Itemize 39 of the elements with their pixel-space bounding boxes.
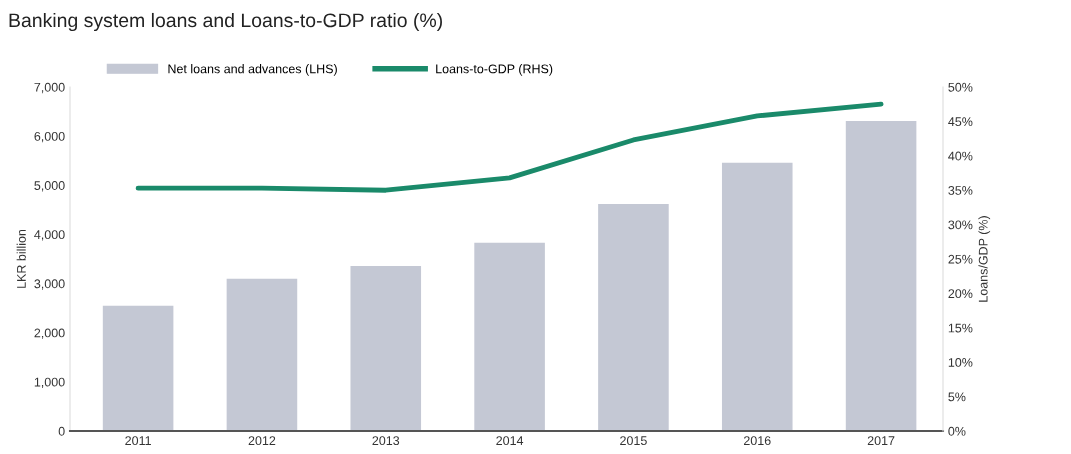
y-tick-label: 2,000 [34,328,65,339]
legend-label: Net loans and advances (LHS) [168,64,337,76]
bar [598,203,669,431]
y2-tick-label: 50% [948,82,973,92]
y2-axis-title: Loans/GDP (%) [978,216,991,302]
x-tick-label: 2016 [743,436,771,446]
bar [226,278,298,431]
line-series [135,101,884,193]
y2-tick-label: 35% [948,186,973,195]
y2-tick-label: 10% [948,358,973,367]
x-tick-label: 2015 [620,436,647,446]
y2-tick-label: 45% [948,117,973,127]
y-axis-title: LKR billion [16,229,26,288]
x-tick-label: 2013 [372,436,400,446]
x-tick-label: 2012 [248,436,276,446]
bar [102,305,174,431]
y-tick-label: 0 [58,426,65,436]
y-tick-label: 3,000 [34,279,65,290]
chart-title: Banking system loans and Loans-to-GDP ratio (%) [9,12,442,32]
y2-tick-label: 40% [948,151,973,161]
y-tick-label: 6,000 [34,131,65,143]
legend-label: Loans-to-GDP (RHS) [436,64,553,76]
x-tick-label: 2014 [496,436,524,446]
x-tick-label: 2017 [867,436,895,446]
y-tick-label: 7,000 [34,82,65,94]
x-tick-label: 2011 [125,436,151,446]
y2-tick-label: 30% [948,220,973,230]
bar [845,120,917,431]
y2-tick-label: 25% [948,254,973,264]
y-tick-label: 5,000 [34,181,65,192]
bar [474,242,545,431]
y2-tick-label: 0% [948,426,966,436]
y2-tick-label: 20% [948,289,973,299]
y2-tick-label: 15% [948,323,973,333]
bar [350,265,422,431]
y-tick-label: 4,000 [34,230,65,241]
y-tick-label: 1,000 [34,377,65,388]
bar [721,162,793,431]
y2-tick-label: 5% [948,392,966,402]
